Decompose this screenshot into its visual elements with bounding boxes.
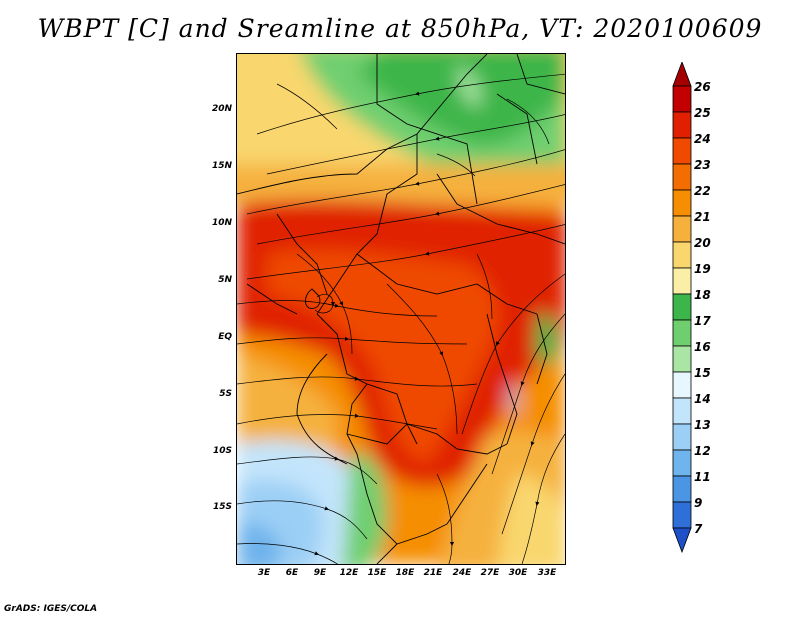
lon-label-15e: 15E [367, 568, 387, 578]
lon-label-24e: 24E [452, 568, 472, 578]
colorbar-label-18: 18 [694, 288, 711, 302]
colorbar-label-19: 19 [694, 262, 711, 276]
streamlines [237, 73, 565, 564]
colorbar-label-25: 25 [694, 106, 711, 120]
colorbar-bin [672, 475, 692, 503]
colorbar-bin [672, 189, 692, 217]
colorbar-bin [672, 397, 692, 425]
colorbar-label-24: 24 [694, 132, 711, 146]
colorbar-bin [672, 527, 692, 554]
colorbar [672, 62, 692, 554]
lat-label-eq: EQ [218, 332, 232, 342]
lat-label-20n: 20N [211, 104, 232, 114]
colorbar-bin [672, 137, 692, 165]
lon-label-6e: 6E [285, 568, 299, 578]
colorbar-label-22: 22 [694, 184, 711, 198]
colorbar-label-20: 20 [694, 236, 711, 250]
colorbar-label-13: 13 [694, 418, 711, 432]
lon-label-33e: 33E [537, 568, 557, 578]
colorbar-bin [672, 345, 692, 373]
colorbar-bin [672, 423, 692, 451]
colorbar-bin [672, 241, 692, 269]
lon-label-3e: 3E [257, 568, 271, 578]
colorbar-bin [672, 215, 692, 243]
lon-label-18e: 18E [395, 568, 415, 578]
lat-label-5s: 5S [219, 389, 232, 399]
colorbar-bin [672, 501, 692, 529]
lat-label-10n: 10N [211, 218, 232, 228]
colorbar-bin [672, 267, 692, 295]
lat-label-5n: 5N [218, 275, 232, 285]
colorbar-label-26: 26 [694, 80, 711, 94]
colorbar-label-12: 12 [694, 444, 711, 458]
colorbar-label-15: 15 [694, 366, 711, 380]
colorbar-label-9: 9 [694, 496, 703, 510]
lon-label-9e: 9E [313, 568, 327, 578]
colorbar-bin [672, 85, 692, 113]
colorbar-label-14: 14 [694, 392, 711, 406]
lat-label-15s: 15S [212, 502, 232, 512]
lon-label-21e: 21E [423, 568, 443, 578]
wbpt-field [237, 54, 565, 564]
colorbar-label-11: 11 [694, 470, 711, 484]
lon-label-12e: 12E [339, 568, 359, 578]
map-panel [236, 53, 566, 565]
colorbar-label-16: 16 [694, 340, 711, 354]
chart-title: WBPT [C] and Sreamline at 850hPa, VT: 20… [37, 14, 763, 43]
colorbar-label-7: 7 [694, 522, 703, 536]
colorbar-label-23: 23 [694, 158, 711, 172]
colorbar-bin [672, 449, 692, 477]
lat-label-10s: 10S [212, 446, 232, 456]
colorbar-bin [672, 163, 692, 191]
lon-label-30e: 30E [508, 568, 528, 578]
colorbar-bin [672, 62, 692, 87]
colorbar-label-21: 21 [694, 210, 711, 224]
lat-label-15n: 15N [211, 161, 232, 171]
colorbar-bin [672, 111, 692, 139]
colorbar-bin [672, 293, 692, 321]
grads-credit: GrADS: IGES/COLA [4, 604, 98, 614]
colorbar-label-17: 17 [694, 314, 711, 328]
lon-label-27e: 27E [480, 568, 500, 578]
colorbar-bin [672, 319, 692, 347]
colorbar-bin [672, 371, 692, 399]
filled-contours [237, 54, 565, 564]
